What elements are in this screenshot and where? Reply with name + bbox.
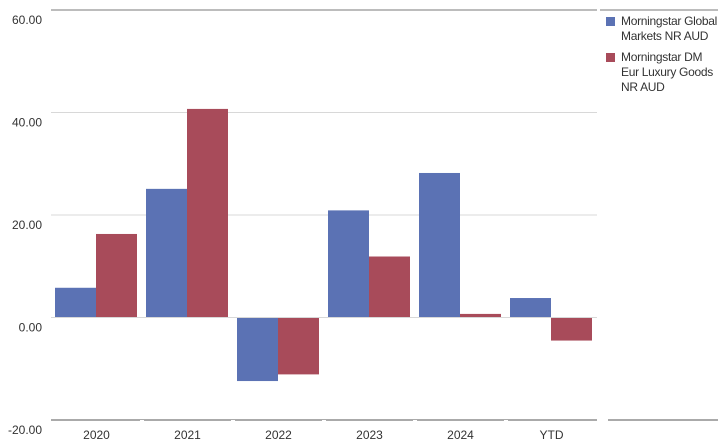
x-tick-label: 2024: [447, 428, 474, 442]
bar-global-markets-2020: [55, 287, 96, 318]
x-tick-label: 2021: [174, 428, 201, 442]
bar-luxury-goods-2022: [278, 317, 319, 375]
y-tick-label: 60.00: [12, 13, 42, 27]
bar-luxury-goods-2020: [96, 233, 137, 318]
x-tick-label: 2022: [265, 428, 292, 442]
legend-label-luxury-goods: Morningstar DM Eur Luxury Goods NR AUD: [621, 50, 713, 94]
bar-global-markets-2021: [146, 188, 187, 318]
y-tick-label: -20.00: [8, 423, 42, 437]
legend-swatch-global-markets: [606, 17, 615, 26]
x-tick-label: YTD: [540, 428, 564, 442]
y-tick-label: 0.00: [19, 321, 43, 335]
bar-luxury-goods-2024: [460, 313, 501, 318]
bar-luxury-goods-2023: [369, 256, 410, 318]
legend-item-luxury-goods: Morningstar DM Eur Luxury Goods NR AUD: [606, 50, 718, 95]
bar-luxury-goods-2021: [187, 108, 228, 318]
x-tick-label: 2023: [356, 428, 383, 442]
bar-global-markets-2023: [328, 210, 369, 318]
bar-global-markets-ytd: [510, 298, 551, 318]
bar-global-markets-2022: [237, 317, 278, 382]
legend-label-global-markets: Morningstar Global Markets NR AUD: [621, 14, 717, 43]
bar-global-markets-2024: [419, 172, 460, 318]
x-tick-label: 2020: [83, 428, 110, 442]
bar-luxury-goods-ytd: [551, 317, 592, 341]
legend: Morningstar Global Markets NR AUD Mornin…: [606, 14, 718, 101]
y-tick-label: 40.00: [12, 116, 42, 130]
legend-swatch-luxury-goods: [606, 53, 615, 62]
legend-item-global-markets: Morningstar Global Markets NR AUD: [606, 14, 718, 44]
y-tick-label: 20.00: [12, 218, 42, 232]
